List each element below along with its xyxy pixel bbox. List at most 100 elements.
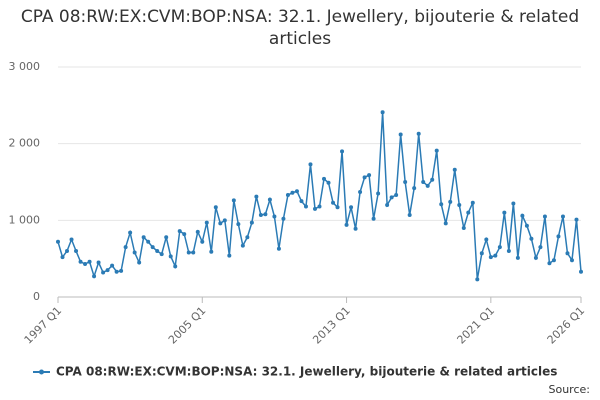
series-line [57,112,582,280]
x-tick-label: 2021 Q1 [455,304,498,347]
data-point [380,110,385,115]
data-point [529,236,534,241]
data-point [218,221,223,226]
data-point [69,237,74,242]
data-point [74,249,79,253]
data-point [520,213,525,218]
data-point [299,199,304,204]
data-point [141,235,146,240]
data-point [281,216,286,221]
data-point [542,214,547,219]
data-point [290,190,295,195]
data-point [236,222,241,227]
data-point [335,205,340,210]
data-point [168,254,173,259]
chart-title: CPA 08:RW:EX:CVM:BOP:NSA: 32.1. Jeweller… [20,7,580,49]
data-point [173,264,178,269]
data-point [394,193,399,198]
data-point [502,210,507,215]
data-point [231,198,236,203]
data-point [249,220,254,225]
data-point [511,201,516,206]
data-point [430,177,435,182]
data-point [452,167,457,172]
data-point [551,258,556,263]
x-tick-label: 1997 Q1 [22,304,65,347]
data-point [515,255,520,260]
data-point [240,243,245,248]
data-point [137,260,142,265]
y-tick-label: 3 000 [9,60,41,73]
data-point [344,222,349,227]
data-point [110,263,115,268]
data-point [254,194,259,199]
data-point [322,176,327,181]
data-point [258,212,263,217]
data-point [425,183,430,188]
data-point [362,175,367,180]
data-point [294,189,299,194]
data-point [448,199,453,204]
data-point [200,239,205,244]
data-point [191,250,196,255]
data-point [285,193,290,198]
source-label: Source: [549,383,591,396]
data-point [493,253,498,258]
data-point [412,186,417,191]
data-point [308,162,313,167]
y-tick-label: 0 [33,290,40,303]
data-point [475,277,480,282]
data-point [155,249,160,253]
data-point [349,205,354,210]
data-point [150,245,155,250]
y-tick-label: 1 000 [9,213,41,226]
data-point [105,268,110,273]
data-point [488,255,493,260]
data-point [159,252,164,257]
data-point [443,221,448,226]
data-point [303,204,308,209]
data-point [421,180,426,184]
data-point [182,232,187,237]
data-point [263,212,268,217]
data-point [56,239,60,244]
data-point [195,229,200,234]
data-point [506,249,511,253]
data-point [538,245,543,250]
data-point [416,131,421,136]
data-point [92,274,97,279]
data-point [574,217,579,222]
data-point [83,262,88,267]
data-point [60,255,65,260]
data-point [358,189,363,194]
data-point [389,195,394,200]
data-point [146,239,151,244]
data-point [434,148,439,153]
data-point [479,251,484,256]
data-point [560,214,565,219]
data-point [96,260,101,265]
data-point [398,132,403,137]
data-point [213,205,218,210]
data-point [439,202,444,207]
data-point [470,200,475,205]
data-point [461,226,466,230]
data-point [222,218,227,223]
legend-marker [39,369,44,375]
data-point [371,216,376,221]
data-point [524,223,529,228]
x-tick-label: 2013 Q1 [310,304,353,347]
data-point [177,229,182,234]
data-point [312,206,317,211]
data-point [407,212,412,217]
x-tick-label: 2005 Q1 [166,304,209,347]
x-tick-label: 2026 Q1 [545,304,588,347]
data-point [119,268,124,273]
data-point [78,259,83,264]
data-point [353,226,358,231]
data-point [114,269,119,274]
data-point [209,249,214,254]
data-point [227,253,232,258]
